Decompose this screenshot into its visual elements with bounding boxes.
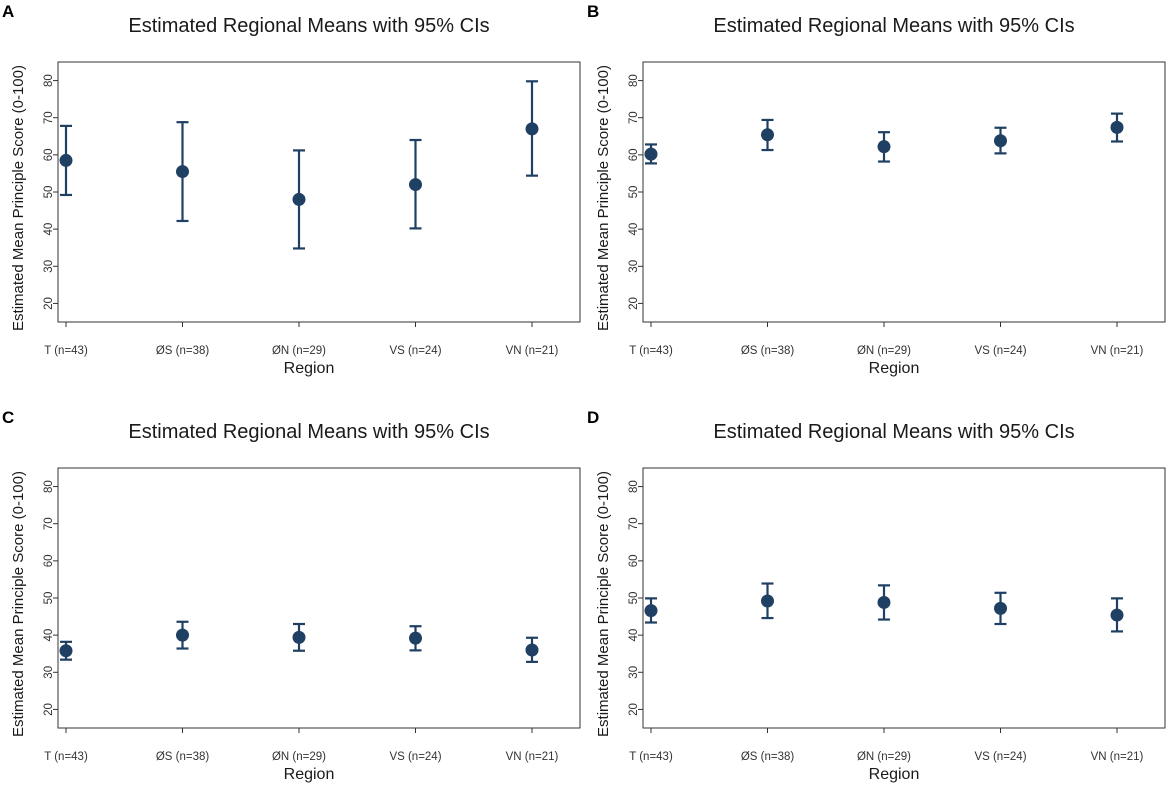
y-tick-label: 80 xyxy=(628,480,640,493)
chart-d: Estimated Regional Means with 95% CIs 20 3… xyxy=(595,421,1166,783)
y-tick-label: 50 xyxy=(43,186,55,199)
x-axis-label: Region xyxy=(284,360,335,377)
data-point xyxy=(525,122,539,136)
x-tick-label: T (n=43) xyxy=(629,751,673,763)
y-axis-label: Estimated Mean Principle Score (0-100) xyxy=(595,471,612,737)
data-point xyxy=(409,178,422,192)
y-axis-label: Estimated Mean Principle Score (0-100) xyxy=(595,65,612,331)
plot-frame xyxy=(642,467,1166,729)
chart-title: Estimated Regional Means with 95% CIs xyxy=(713,15,1074,37)
data-point xyxy=(761,594,774,608)
panel-d: D Estimated Regional Means with 95% CIs 2… xyxy=(585,406,1170,812)
data-point xyxy=(761,128,774,142)
y-axis-label: Estimated Mean Principle Score (0-100) xyxy=(10,65,27,331)
data-point xyxy=(176,165,189,179)
y-tick-label: 60 xyxy=(43,554,55,567)
x-tick-label: ØS (n=38) xyxy=(156,345,210,357)
data-point xyxy=(292,630,306,644)
y-tick-label: 80 xyxy=(43,480,55,493)
y-tick-label: 30 xyxy=(43,260,55,273)
chart-b: Estimated Regional Means with 95% CIs 20 3… xyxy=(595,15,1166,377)
x-tick-label: T (n=43) xyxy=(44,345,88,357)
data-point xyxy=(1110,120,1124,134)
x-axis-label: Region xyxy=(869,360,920,377)
data-point xyxy=(292,192,306,206)
data-point xyxy=(994,601,1007,615)
data-point xyxy=(176,628,189,642)
y-tick-label: 30 xyxy=(43,666,55,679)
data-point xyxy=(644,147,658,161)
y-tick-label: 40 xyxy=(43,629,55,642)
x-axis-label: Region xyxy=(284,766,335,783)
y-tick-label: 20 xyxy=(43,703,55,716)
x-tick-label: T (n=43) xyxy=(44,751,88,763)
y-tick-label: 60 xyxy=(628,148,640,161)
x-axis-label: Region xyxy=(869,766,920,783)
y-tick-label: 70 xyxy=(43,111,55,124)
data-point xyxy=(59,644,73,658)
plot-frame xyxy=(57,61,581,323)
x-tick-label: VS (n=24) xyxy=(389,345,441,357)
chart-title: Estimated Regional Means with 95% CIs xyxy=(128,15,489,37)
panel-letter: B xyxy=(587,2,600,21)
y-tick-label: 50 xyxy=(628,592,640,605)
x-tick-label: ØS (n=38) xyxy=(741,751,795,763)
x-tick-label: VN (n=21) xyxy=(1091,751,1144,763)
x-tick-label: ØS (n=38) xyxy=(156,751,210,763)
data-point xyxy=(877,140,891,154)
x-tick-label: ØS (n=38) xyxy=(741,345,795,357)
panel-letter: A xyxy=(2,2,15,21)
x-tick-label: ØN (n=29) xyxy=(272,345,326,357)
y-tick-label: 20 xyxy=(628,297,640,310)
x-tick-label: VS (n=24) xyxy=(974,751,1026,763)
y-tick-label: 50 xyxy=(628,186,640,199)
panel-b: B Estimated Regional Means with 95% CIs 2… xyxy=(585,0,1170,406)
panel-letter: D xyxy=(587,408,600,427)
y-tick-label: 30 xyxy=(628,260,640,273)
x-tick-label: VS (n=24) xyxy=(974,345,1026,357)
y-tick-label: 40 xyxy=(628,629,640,642)
plot-frame xyxy=(642,61,1166,323)
y-tick-label: 40 xyxy=(43,223,55,236)
chart-title: Estimated Regional Means with 95% CIs xyxy=(128,421,489,443)
data-point xyxy=(525,643,539,657)
data-point xyxy=(409,631,422,645)
data-point xyxy=(644,604,658,618)
chart-title: Estimated Regional Means with 95% CIs xyxy=(713,421,1074,443)
panel-c: C Estimated Regional Means with 95% CIs 2… xyxy=(0,406,585,812)
panel-letter: C xyxy=(2,408,15,427)
x-tick-label: VN (n=21) xyxy=(1091,345,1144,357)
y-tick-label: 30 xyxy=(628,666,640,679)
x-tick-label: VN (n=21) xyxy=(506,345,559,357)
y-tick-label: 40 xyxy=(628,223,640,236)
x-tick-label: VS (n=24) xyxy=(389,751,441,763)
data-point xyxy=(877,595,891,609)
data-point xyxy=(1110,608,1124,622)
y-tick-label: 80 xyxy=(43,74,55,87)
x-tick-label: ØN (n=29) xyxy=(857,345,911,357)
chart-a: Estimated Regional Means with 95% CIs 20 3… xyxy=(10,15,581,377)
y-tick-label: 70 xyxy=(628,111,640,124)
y-tick-label: 80 xyxy=(628,74,640,87)
data-point xyxy=(59,153,73,167)
x-tick-label: T (n=43) xyxy=(629,345,673,357)
x-tick-label: VN (n=21) xyxy=(506,751,559,763)
x-tick-label: ØN (n=29) xyxy=(857,751,911,763)
x-tick-label: ØN (n=29) xyxy=(272,751,326,763)
y-axis-label: Estimated Mean Principle Score (0-100) xyxy=(10,471,27,737)
y-tick-label: 70 xyxy=(628,517,640,530)
y-tick-label: 20 xyxy=(43,297,55,310)
y-tick-label: 50 xyxy=(43,592,55,605)
y-tick-label: 20 xyxy=(628,703,640,716)
y-tick-label: 60 xyxy=(43,148,55,161)
y-tick-label: 70 xyxy=(43,517,55,530)
data-point xyxy=(994,134,1007,148)
panel-a: A Estimated Regional Means with 95% CIs 2… xyxy=(0,0,585,406)
chart-c: Estimated Regional Means with 95% CIs 20 3… xyxy=(10,421,581,783)
plot-frame xyxy=(57,467,581,729)
y-tick-label: 60 xyxy=(628,554,640,567)
